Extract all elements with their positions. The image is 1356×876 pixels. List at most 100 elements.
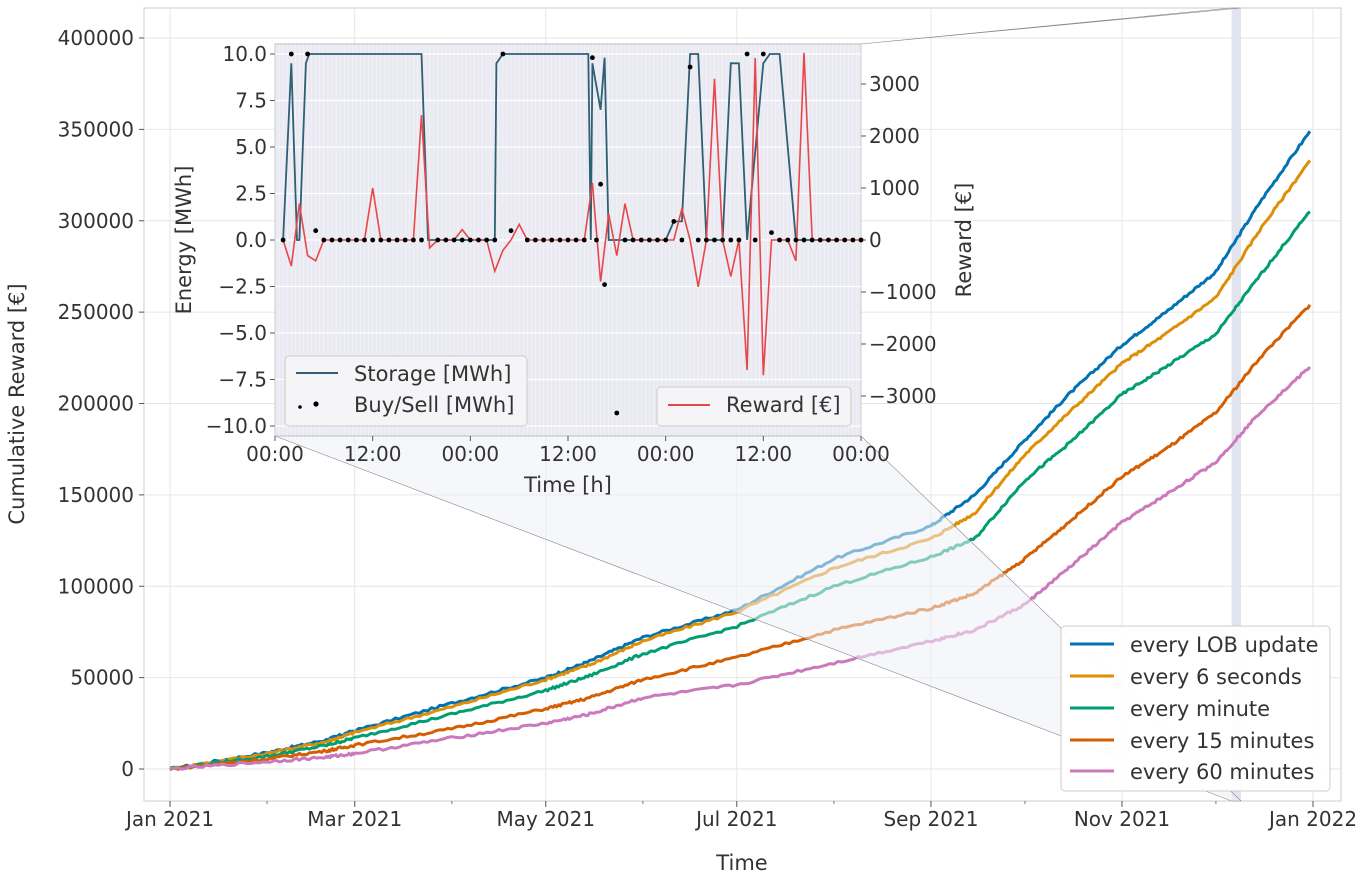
inset-buysell-point: [451, 237, 457, 243]
inset-buysell-point: [557, 237, 563, 243]
inset-buysell-point: [280, 237, 286, 243]
inset-buysell-point: [345, 237, 351, 243]
inset-x-tick-label: 12:00: [735, 442, 793, 466]
inset-legend-left-box: [284, 355, 528, 427]
inset-buysell-point: [671, 219, 677, 224]
main-x-tick-label: Jan 2021: [124, 807, 214, 831]
inset-buysell-point: [769, 230, 774, 236]
main-x-tick-label: Jul 2021: [694, 807, 777, 831]
inset-buysell-point: [305, 51, 310, 57]
inset-y-tick-label: 10.0: [222, 42, 267, 66]
inset-buysell-point: [533, 237, 538, 243]
inset-y2-tick-label: 2000: [869, 124, 920, 148]
inset-buysell-point: [760, 51, 766, 57]
inset-buysell-point: [590, 55, 595, 61]
inset-buysell-point: [655, 237, 660, 243]
inset-x-tick-label: 00:00: [637, 442, 695, 466]
inset-buysell-point: [443, 237, 449, 243]
main-y-tick-label: 50000: [70, 666, 134, 690]
main-legend-box: [1060, 625, 1331, 792]
inset-y2-axis-label: Reward [€]: [952, 183, 976, 298]
inset-y2-tick-label: 0: [869, 228, 882, 252]
legend-swatch-buysell-b: [313, 401, 319, 407]
main-y-tick-label: 300000: [58, 209, 134, 233]
inset-y-tick-label: −10.0: [206, 414, 267, 438]
inset-buysell-point: [793, 237, 799, 243]
inset-series: [280, 51, 864, 416]
main-y-tick-label: 0: [121, 757, 134, 781]
main-legend: every LOB update every 6 seconds every m…: [1060, 625, 1331, 792]
inset-buysell-point: [834, 237, 839, 243]
main-x-axis-label: Time: [715, 851, 767, 875]
main-x-tick-label: Jan 2022: [1267, 807, 1356, 831]
inset-buysell-point: [476, 237, 481, 243]
inset-y2-tick-label: 3000: [869, 72, 920, 96]
legend-label-storage: Storage [MWh]: [354, 362, 511, 386]
inset-y-tick-label: −2.5: [218, 275, 267, 299]
inset-storage-line: [282, 53, 835, 241]
inset-buysell-point: [622, 237, 628, 243]
inset-x-tick-label: 00:00: [246, 442, 304, 466]
zoom-connector-top: [860, 7, 1242, 45]
inset-x-axis-label: Time [h]: [523, 473, 612, 497]
main-x-tick-label: Sep 2021: [883, 807, 978, 831]
inset-buysell-point: [288, 51, 294, 57]
inset-buysell-point: [484, 237, 489, 243]
inset-y-tick-label: 5.0: [235, 135, 267, 159]
inset-buysell-point: [541, 237, 546, 243]
inset-buysell-point: [419, 237, 424, 243]
main-x-tick-label: Mar 2021: [307, 807, 402, 831]
inset-buysell-point: [524, 237, 530, 243]
inset-buysell-point: [744, 51, 750, 57]
inset-buysell-point: [679, 237, 685, 243]
inset-plot: −10.0 −7.5 −5.0 −2.5 0.0 2.5 5.0 7.5 10.0 −3000 −2…: [172, 42, 976, 497]
legend-label-6s: every 6 seconds: [1130, 665, 1302, 689]
main-series-line: [169, 365, 1312, 771]
legend-label-buysell: Buy/Sell [MWh]: [354, 393, 514, 417]
inset-y2-tick-label: −1000: [869, 280, 937, 304]
inset-buysell-point: [508, 228, 514, 234]
inset-buysell-point: [581, 237, 587, 243]
legend-label-60min: every 60 minutes: [1130, 760, 1314, 784]
inset-buysell-point: [394, 237, 400, 243]
inset-reward-line: [282, 52, 861, 376]
main-x-tick-label: May 2021: [496, 807, 595, 831]
inset-buysell-point: [594, 237, 599, 243]
inset-legend-right: Reward [€]: [656, 386, 852, 427]
main-axis-ticks: 0 50000 100000 150000 200000 250000 300000 3500…: [58, 26, 1356, 831]
inset-buysell-point: [492, 237, 498, 243]
inset-buysell-point: [638, 237, 644, 243]
legend-label-1min: every minute: [1130, 697, 1270, 721]
inset-axis-ticks: −10.0 −7.5 −5.0 −2.5 0.0 2.5 5.0 7.5 10.0 −3000 −2…: [206, 42, 937, 466]
inset-buysell-point: [378, 237, 384, 243]
inset-y-axis-label: Energy [MWh]: [172, 166, 196, 315]
main-y-tick-label: 400000: [58, 26, 134, 50]
inset-buysell-point: [337, 237, 343, 243]
inset-buysell-point: [565, 237, 571, 243]
inset-buysell-point: [386, 237, 392, 243]
inset-y-tick-label: −5.0: [218, 321, 267, 345]
inset-buysell-point: [630, 237, 636, 243]
main-y-tick-label: 200000: [58, 392, 134, 416]
inset-buysell-point: [362, 237, 367, 243]
inset-buysell-point: [573, 237, 579, 243]
inset-buysell-point: [313, 228, 319, 234]
inset-buysell-point: [752, 237, 758, 243]
legend-label-reward: Reward [€]: [726, 393, 841, 417]
inset-buysell-point: [598, 181, 603, 187]
inset-buysell-point: [695, 237, 701, 243]
inset-buysell-point: [614, 410, 620, 416]
inset-buysell-point: [602, 282, 607, 287]
inset-y2-tick-label: −2000: [869, 332, 937, 356]
inset-buysell-point: [785, 237, 791, 243]
inset-buysell-point: [687, 64, 693, 70]
inset-buysell-point: [817, 237, 823, 243]
inset-buysell-point: [809, 237, 815, 243]
inset-buysell-point: [850, 237, 856, 243]
inset-buysell-point: [354, 237, 359, 243]
main-y-tick-label: 350000: [58, 117, 134, 141]
legend-label-lob: every LOB update: [1130, 633, 1319, 657]
inset-x-tick-label: 12:00: [344, 442, 402, 466]
inset-y-tick-label: 0.0: [235, 228, 267, 252]
